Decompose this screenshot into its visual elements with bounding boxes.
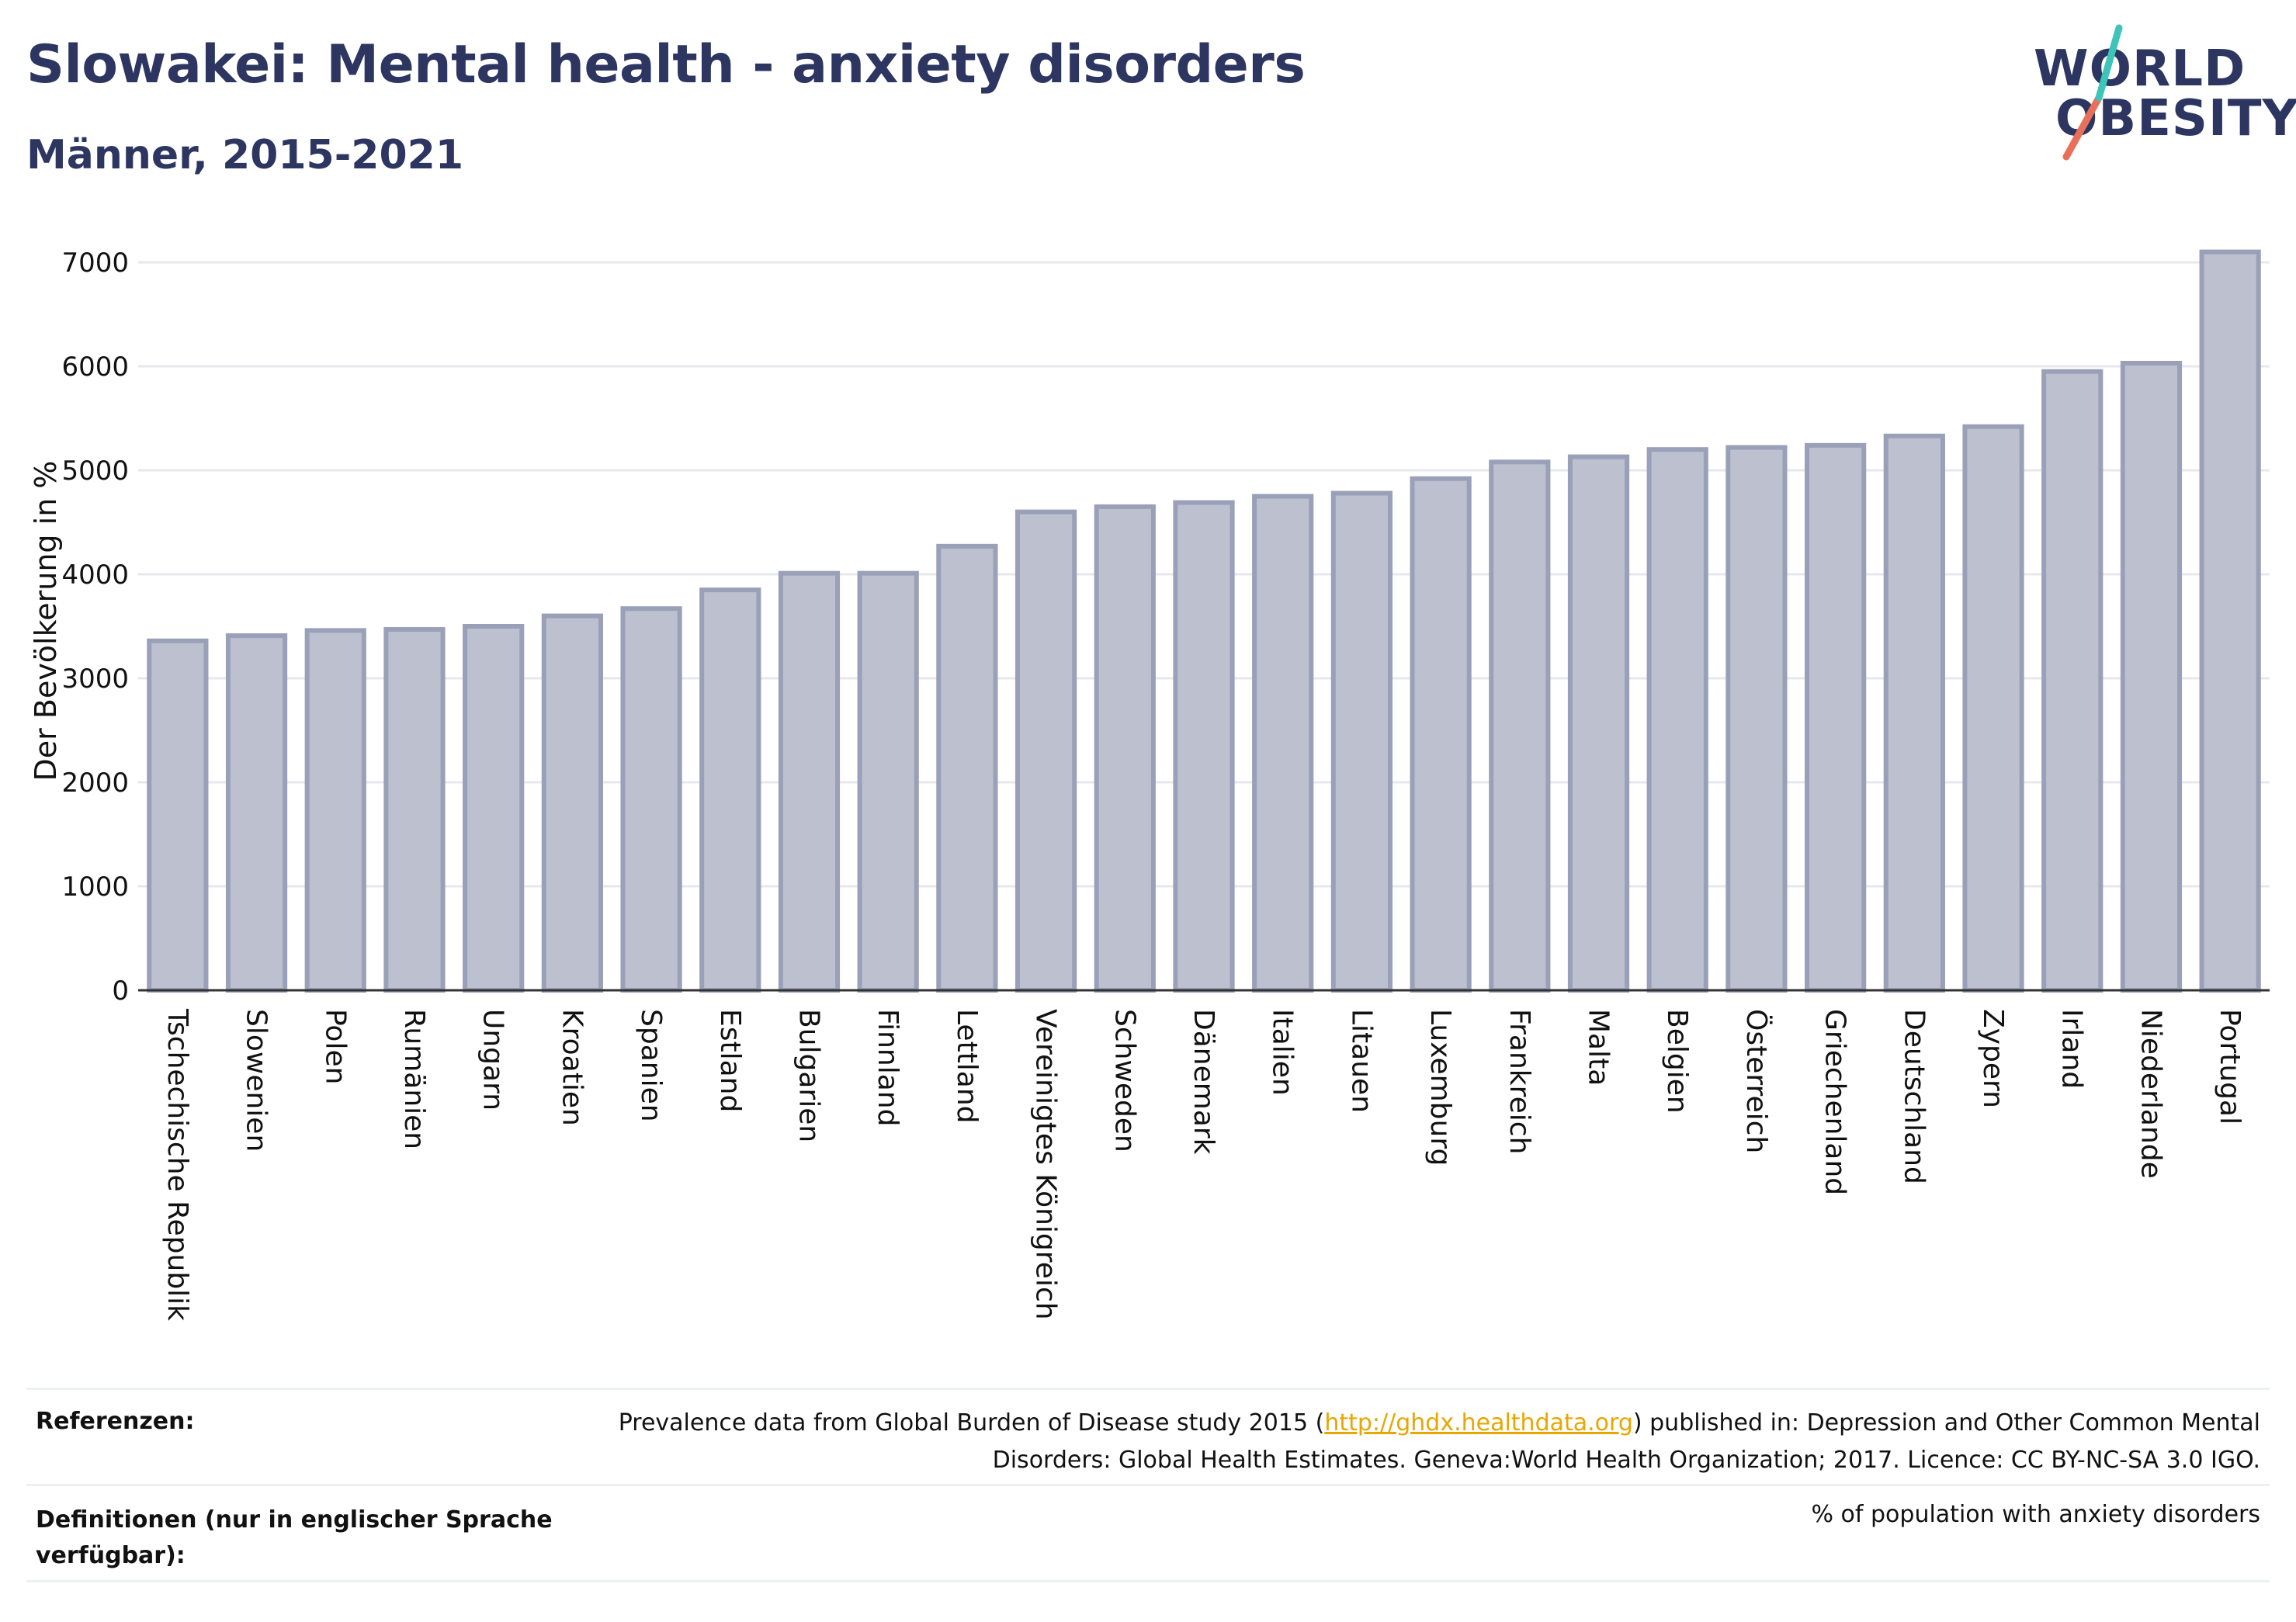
bar (304, 628, 366, 993)
x-tick-label: Frankreich (1503, 1009, 1535, 1154)
x-tick-label: Kroatien (556, 1009, 588, 1126)
x-tick-label: Portugal (2214, 1009, 2246, 1125)
y-tick-label: 6000 (61, 352, 129, 383)
bar (2120, 360, 2183, 993)
bar (383, 627, 446, 993)
y-tick-label: 3000 (61, 664, 129, 695)
x-tick-label: Dänemark (1188, 1009, 1219, 1155)
x-tick-label: Niederlande (2135, 1009, 2166, 1179)
x-tick-label: Litauen (1345, 1009, 1377, 1113)
bar (1410, 476, 1472, 993)
references-text-after: ) published in: Depression and Other Com… (992, 1409, 2260, 1474)
x-tick-label: Schweden (1108, 1009, 1140, 1152)
y-tick-label: 1000 (61, 872, 129, 903)
y-tick-label: 2000 (61, 768, 129, 799)
bar (1252, 494, 1314, 993)
page-subtitle: Männer, 2015-2021 (26, 132, 464, 178)
x-tick-label: Griechenland (1819, 1009, 1851, 1195)
bar (857, 570, 919, 993)
bar (1173, 500, 1235, 993)
footer-divider-top (26, 1388, 2270, 1390)
bar (1883, 433, 1945, 993)
y-tick-label: 5000 (61, 456, 129, 487)
x-tick-label: Irland (2056, 1009, 2088, 1089)
bar (225, 633, 288, 993)
x-tick-label: Finnland (872, 1009, 903, 1126)
x-tick-label: Spanien (635, 1009, 667, 1122)
bar (778, 570, 841, 993)
references-link[interactable]: http://ghdx.healthdata.org (1324, 1409, 1633, 1437)
bar (1962, 424, 2024, 993)
bar (1646, 447, 1708, 993)
world-obesity-logo[interactable]: WORLD OBESITY (2018, 23, 2296, 171)
references-text-before: Prevalence data from Global Burden of Di… (618, 1409, 1325, 1437)
x-tick-label: Malta (1583, 1009, 1614, 1086)
x-tick-label: Ungarn (477, 1009, 509, 1111)
bar (699, 587, 761, 993)
x-tick-label: Luxemburg (1424, 1009, 1456, 1166)
x-tick-label: Bulgarien (793, 1009, 824, 1142)
y-tick-label: 0 (112, 976, 129, 1007)
bar (2041, 369, 2104, 993)
bar (1489, 459, 1551, 993)
references-text: Prevalence data from Global Burden of Di… (553, 1405, 2260, 1479)
bar (1330, 490, 1393, 993)
x-tick-label: Rumänien (398, 1009, 430, 1149)
x-tick-label: Vereinigtes Königreich (1030, 1009, 1062, 1320)
bar-chart: 0 1000 2000 3000 4000 5000 6000 7000 Der Bevölke… (29, 248, 2270, 1321)
bar (147, 638, 209, 993)
definitions-label: Definitionen (nur in englischer Sprache … (36, 1506, 553, 1569)
x-tick-label: Slowenien (241, 1009, 272, 1152)
y-axis-label: Der Bevölkerung in % (29, 461, 63, 782)
x-tick-label: Estland (714, 1009, 746, 1112)
references-label: Referenzen: (36, 1408, 195, 1435)
bar (1725, 445, 1788, 993)
bar (1805, 442, 1867, 993)
bar (620, 606, 682, 993)
x-tick-label: Tschechische Republik (161, 1008, 193, 1321)
definitions-text: % of population with anxiety disorders (1811, 1501, 2260, 1528)
x-tick-label: Österreich (1740, 1009, 1773, 1153)
logo-slash-icon (2062, 24, 2123, 161)
x-tick-label: Belgien (1661, 1009, 1693, 1114)
bar (1094, 504, 1156, 993)
x-tick-label: Deutschland (1898, 1009, 1930, 1184)
bar (1567, 454, 1630, 993)
footer-divider-bottom (26, 1580, 2270, 1582)
y-tick-label: 4000 (61, 560, 129, 591)
bar (936, 543, 998, 993)
x-tick-label: Polen (319, 1009, 351, 1084)
y-tick-label: 7000 (61, 248, 129, 279)
bar (2199, 249, 2261, 993)
x-tick-label: Italien (1267, 1009, 1299, 1096)
bar (463, 624, 525, 993)
bar (1014, 509, 1077, 993)
bar (541, 613, 603, 993)
footer-divider-middle (26, 1484, 2270, 1486)
x-tick-label: Lettland (951, 1009, 983, 1124)
x-tick-label: Zypern (1977, 1009, 2009, 1108)
page-title: Slowakei: Mental health - anxiety disord… (26, 34, 1306, 95)
logo-text-line1: WORLD (2034, 40, 2246, 98)
